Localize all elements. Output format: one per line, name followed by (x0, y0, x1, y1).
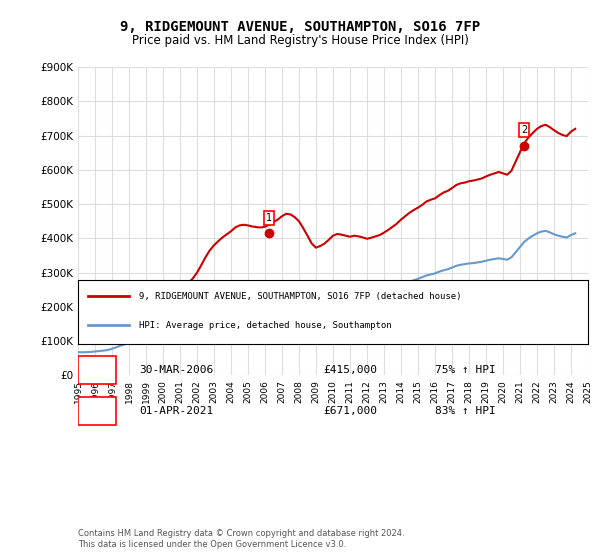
Text: HPI: Average price, detached house, Southampton: HPI: Average price, detached house, Sout… (139, 320, 392, 330)
FancyBboxPatch shape (78, 397, 116, 424)
Text: 83% ↑ HPI: 83% ↑ HPI (435, 406, 496, 416)
Text: 1: 1 (94, 365, 101, 375)
Text: 2: 2 (521, 125, 527, 136)
Text: Price paid vs. HM Land Registry's House Price Index (HPI): Price paid vs. HM Land Registry's House … (131, 34, 469, 46)
Text: 9, RIDGEMOUNT AVENUE, SOUTHAMPTON, SO16 7FP (detached house): 9, RIDGEMOUNT AVENUE, SOUTHAMPTON, SO16 … (139, 292, 462, 301)
Text: 9, RIDGEMOUNT AVENUE, SOUTHAMPTON, SO16 7FP: 9, RIDGEMOUNT AVENUE, SOUTHAMPTON, SO16 … (120, 20, 480, 34)
Text: 1: 1 (266, 213, 272, 223)
Text: Contains HM Land Registry data © Crown copyright and database right 2024.
This d: Contains HM Land Registry data © Crown c… (78, 529, 404, 549)
Text: 30-MAR-2006: 30-MAR-2006 (139, 365, 214, 375)
FancyBboxPatch shape (78, 356, 116, 384)
Text: 75% ↑ HPI: 75% ↑ HPI (435, 365, 496, 375)
Text: 01-APR-2021: 01-APR-2021 (139, 406, 214, 416)
Text: £415,000: £415,000 (323, 365, 377, 375)
Text: £671,000: £671,000 (323, 406, 377, 416)
Text: 2: 2 (94, 406, 101, 416)
